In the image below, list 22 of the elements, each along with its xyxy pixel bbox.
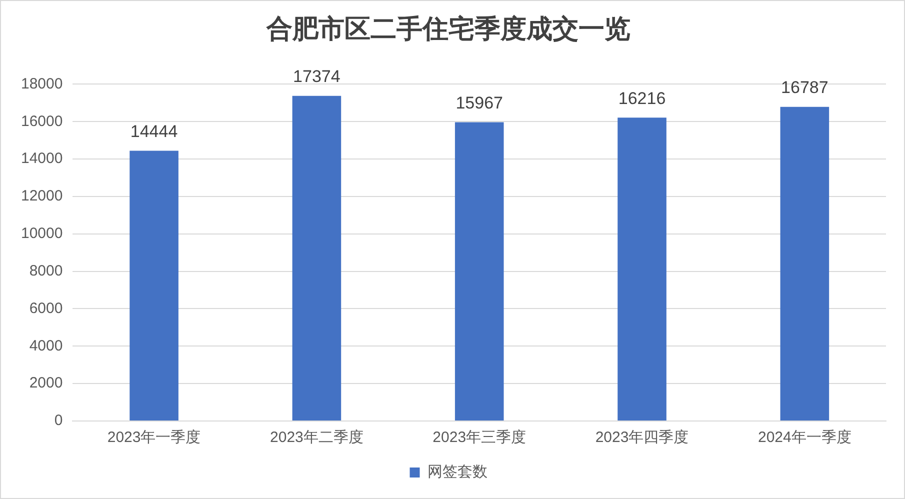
x-tick-label: 2023年二季度 <box>270 429 364 446</box>
y-tick-label: 12000 <box>20 188 63 205</box>
x-tick-label: 2024年一季度 <box>758 429 852 446</box>
x-tick-label: 2023年一季度 <box>107 429 201 446</box>
x-tick-label: 2023年四季度 <box>595 429 689 446</box>
y-tick-label: 8000 <box>29 262 63 280</box>
y-tick-label: 4000 <box>29 337 63 354</box>
data-label: 14444 <box>130 122 178 141</box>
y-tick-label: 16000 <box>20 112 63 130</box>
x-tick-label: 2023年三季度 <box>432 429 526 446</box>
legend-label: 网签套数 <box>427 464 488 481</box>
y-tick-label: 0 <box>54 412 63 430</box>
y-tick-label: 6000 <box>29 300 63 317</box>
data-label: 15967 <box>456 93 503 112</box>
data-label: 16216 <box>618 88 666 108</box>
y-tick-label: 14000 <box>20 150 63 168</box>
y-tick-label: 10000 <box>20 225 63 242</box>
data-label: 17374 <box>293 67 340 86</box>
y-tick-label: 2000 <box>29 374 63 392</box>
data-label: 16787 <box>781 78 828 98</box>
y-tick-label: 18000 <box>20 75 63 92</box>
chart-title: 合肥市区二手住宅季度成交一览 <box>266 14 630 44</box>
